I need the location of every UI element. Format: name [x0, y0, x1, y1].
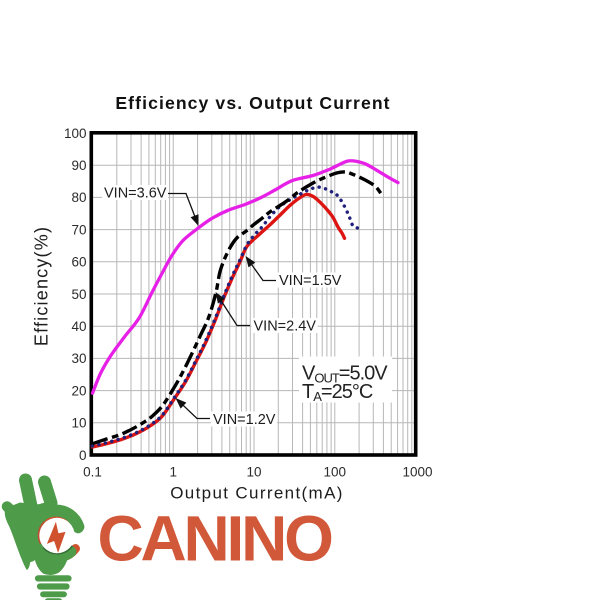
svg-text:80: 80 [71, 190, 86, 205]
svg-text:50: 50 [71, 287, 86, 302]
svg-text:0.1: 0.1 [83, 465, 102, 480]
svg-text:VIN=1.5V: VIN=1.5V [279, 273, 342, 289]
svg-text:VIN=2.4V: VIN=2.4V [254, 319, 317, 335]
svg-text:1000: 1000 [402, 465, 432, 480]
svg-text:100: 100 [324, 465, 347, 480]
svg-text:Efficiency vs. Output Current: Efficiency vs. Output Current [115, 93, 390, 113]
svg-text:30: 30 [71, 351, 86, 366]
svg-text:CANINO: CANINO [98, 503, 333, 575]
svg-text:TA=25°C: TA=25°C [302, 381, 373, 404]
svg-text:Output Current(mA): Output Current(mA) [170, 484, 344, 503]
svg-text:Efficiency(%): Efficiency(%) [32, 226, 52, 346]
svg-text:10: 10 [71, 416, 86, 431]
svg-text:20: 20 [71, 383, 86, 398]
svg-text:10: 10 [246, 465, 261, 480]
svg-text:VOUT=5.0V: VOUT=5.0V [302, 363, 388, 386]
svg-text:0: 0 [79, 448, 87, 463]
svg-text:90: 90 [71, 158, 86, 173]
svg-text:70: 70 [71, 222, 86, 237]
svg-text:100: 100 [64, 126, 87, 141]
svg-text:VIN=3.6V: VIN=3.6V [104, 186, 167, 202]
svg-text:60: 60 [71, 255, 86, 270]
svg-text:1: 1 [169, 465, 177, 480]
svg-text:VIN=1.2V: VIN=1.2V [213, 412, 276, 428]
svg-text:40: 40 [71, 319, 86, 334]
